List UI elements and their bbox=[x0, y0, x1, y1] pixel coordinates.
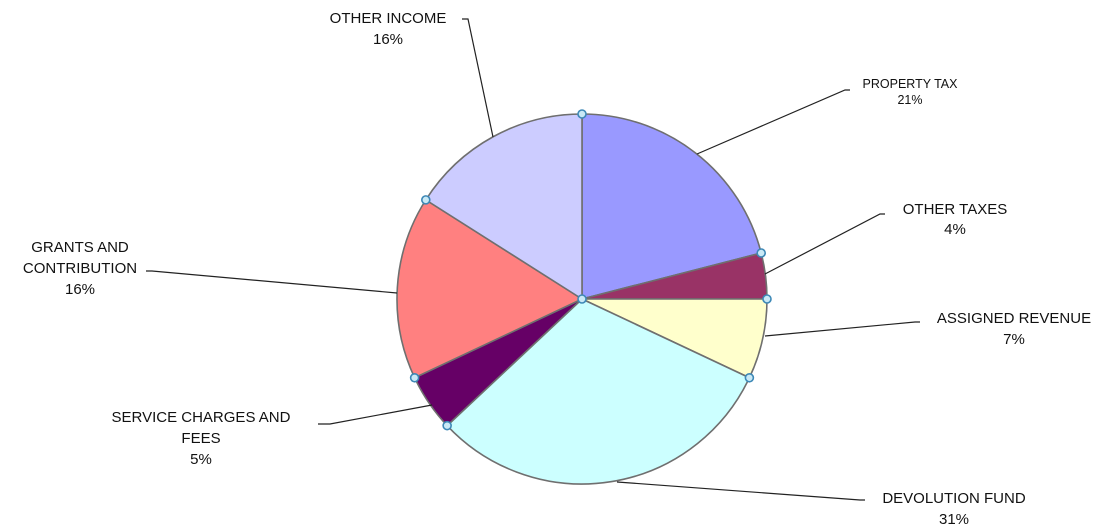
leader-line-grants bbox=[146, 270, 398, 294]
selection-handle-2[interactable] bbox=[762, 294, 772, 304]
label-assigned-revenue: ASSIGNED REVENUE 7% bbox=[937, 310, 1091, 348]
selection-handle-0[interactable] bbox=[577, 109, 587, 119]
label-other-income: OTHER INCOME 16% bbox=[330, 10, 447, 48]
label-service-charges-line1: SERVICE CHARGES AND bbox=[112, 409, 291, 426]
label-other-taxes-name: OTHER TAXES bbox=[903, 201, 1007, 218]
label-service-charges-pct: 5% bbox=[190, 451, 212, 468]
label-devolution-fund-name: DEVOLUTION FUND bbox=[882, 490, 1026, 507]
label-assigned-revenue-pct: 7% bbox=[1003, 331, 1025, 348]
label-grants: GRANTS AND CONTRIBUTION 16% bbox=[23, 239, 137, 298]
label-property-tax-name: PROPERTY TAX bbox=[863, 77, 959, 91]
leader-line-other-taxes bbox=[764, 213, 885, 275]
leader-line-property-tax bbox=[696, 89, 850, 155]
selection-handle-1[interactable] bbox=[756, 248, 766, 258]
selection-handle-6[interactable] bbox=[420, 195, 431, 205]
leader-line-service-charges bbox=[318, 404, 433, 425]
label-other-taxes: OTHER TAXES 4% bbox=[903, 201, 1007, 238]
selection-handle-center[interactable] bbox=[577, 294, 587, 304]
pie-slice-devolution-fund bbox=[446, 298, 751, 485]
label-other-income-pct: 16% bbox=[373, 31, 403, 48]
label-grants-pct: 16% bbox=[65, 281, 95, 298]
label-property-tax: PROPERTY TAX 21% bbox=[863, 77, 959, 107]
pie-slice-grants-and-contribution bbox=[396, 198, 584, 379]
leader-line-devolution-fund bbox=[616, 481, 865, 501]
selection-handle-4[interactable] bbox=[442, 420, 452, 431]
label-service-charges-line2: FEES bbox=[181, 430, 220, 447]
label-other-income-name: OTHER INCOME bbox=[330, 10, 447, 27]
label-devolution-fund: DEVOLUTION FUND 31% bbox=[882, 490, 1026, 528]
pie-slice-property-tax bbox=[581, 113, 763, 301]
selection-handle-3[interactable] bbox=[744, 372, 755, 383]
label-service-charges: SERVICE CHARGES AND FEES 5% bbox=[112, 409, 291, 468]
selection-handle-5[interactable] bbox=[409, 372, 420, 383]
selection-handles bbox=[409, 109, 772, 431]
label-property-tax-pct: 21% bbox=[897, 93, 922, 107]
label-grants-line2: CONTRIBUTION bbox=[23, 260, 137, 277]
label-grants-line1: GRANTS AND bbox=[31, 239, 129, 256]
leader-line-assigned-revenue bbox=[764, 321, 920, 337]
label-devolution-fund-pct: 31% bbox=[939, 511, 969, 528]
label-assigned-revenue-name: ASSIGNED REVENUE bbox=[937, 310, 1091, 327]
pie-slices bbox=[396, 113, 768, 485]
leader-line-other-income bbox=[462, 18, 494, 138]
label-other-taxes-pct: 4% bbox=[944, 221, 966, 238]
